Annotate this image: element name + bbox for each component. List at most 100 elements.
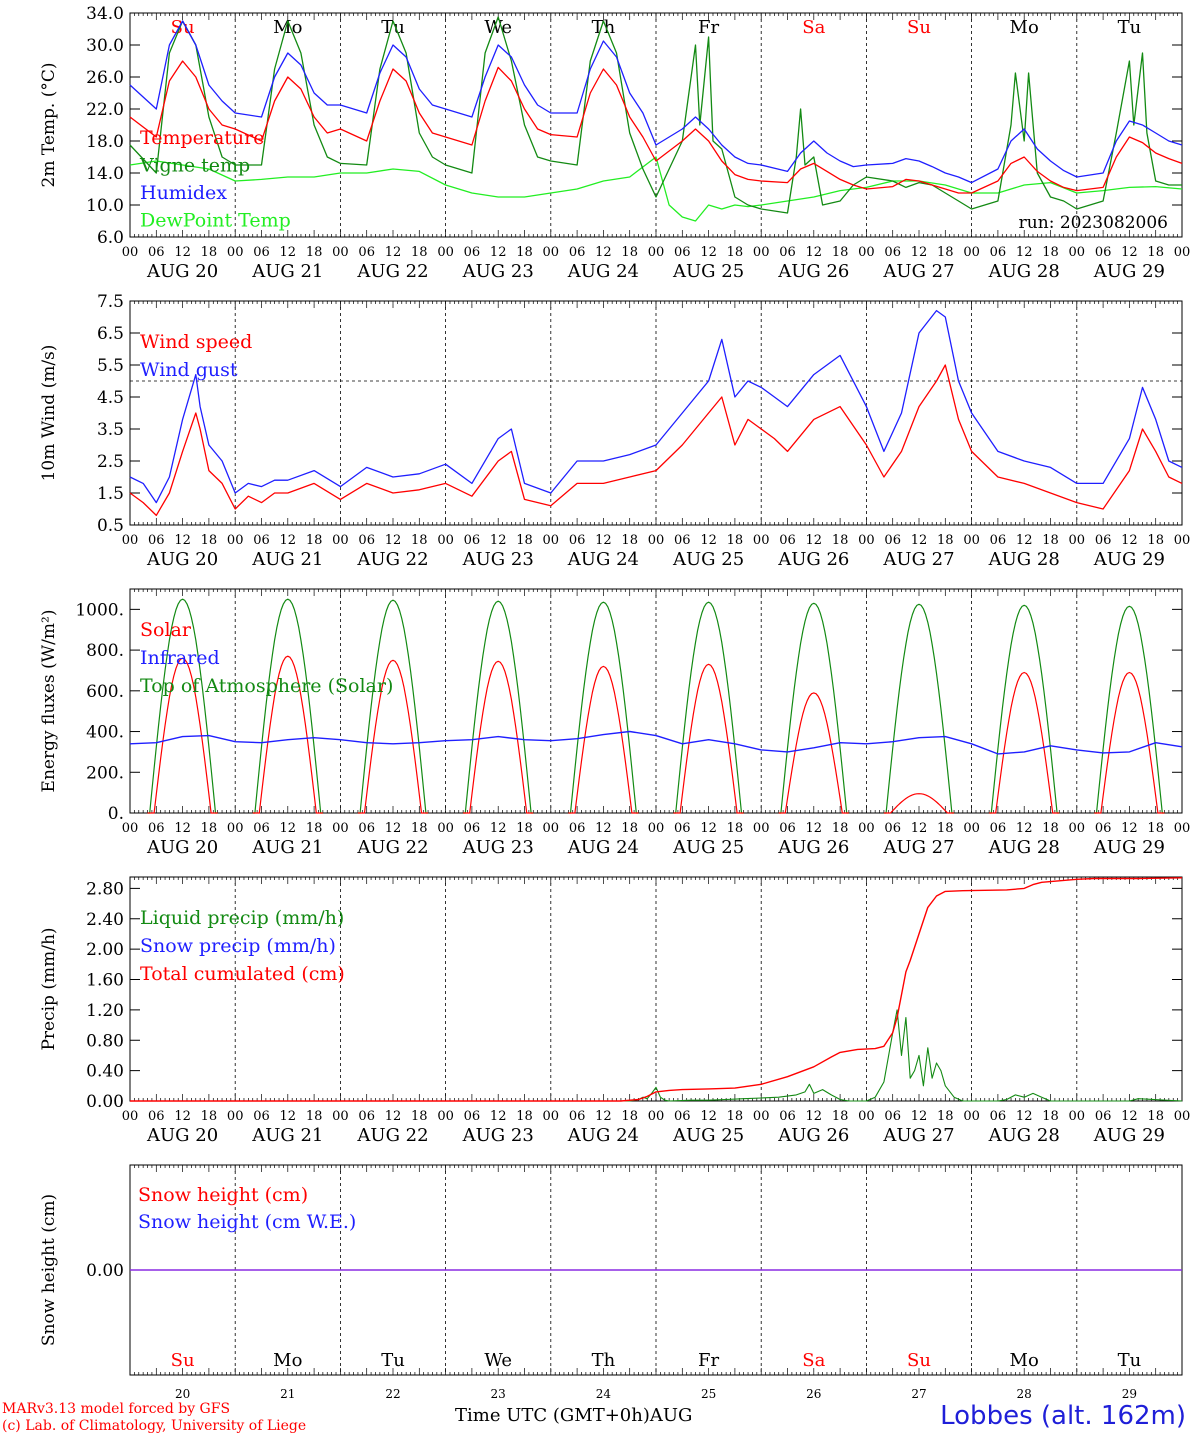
- wind-date-label: AUG 20: [146, 549, 218, 570]
- temperature-date-label: AUG 21: [251, 261, 323, 282]
- precip-hour-label: 00: [227, 1109, 244, 1124]
- wind-y-tick-label: 7.5: [97, 292, 124, 312]
- energy-hour-label: 00: [122, 821, 139, 836]
- temperature-legend-vigne-temp: Vigne temp: [139, 155, 250, 177]
- energy-hour-label: 00: [227, 821, 244, 836]
- temperature-hour-label: 12: [385, 245, 402, 260]
- temperature-y-tick-label: 14.0: [86, 164, 124, 184]
- precip-hour-label: 06: [990, 1109, 1007, 1124]
- energy-hour-label: 06: [464, 821, 481, 836]
- cumulated-precip-line: [130, 877, 1183, 1102]
- surface-solar-arc: [147, 657, 218, 814]
- wind-hour-label: 18: [411, 533, 428, 548]
- energy-hour-label: 06: [779, 821, 796, 836]
- wind-hour-label: 18: [306, 533, 323, 548]
- wind-hour-label: 18: [937, 533, 954, 548]
- temperature-y-tick-label: 34.0: [86, 4, 124, 24]
- precip-legend-total-cumulated-cm-: Total cumulated (cm): [140, 963, 345, 985]
- wind-panel: 7.5 6.5 5.5 4.5 3.5 2.5 1.5 0.5 10m Wind (m/s) Wi…: [39, 292, 1190, 570]
- surface-solar-arc: [673, 663, 744, 814]
- precip-y-tick-label: 0.40: [86, 1062, 124, 1082]
- wind-date-label: AUG 23: [462, 549, 534, 570]
- snow-day-number: 23: [491, 1387, 506, 1401]
- precip-hour-label: 00: [648, 1109, 665, 1124]
- temperature-hour-label: 12: [174, 245, 191, 260]
- snow-weekday-label: Th: [592, 1350, 616, 1371]
- wind-hour-label: 12: [385, 533, 402, 548]
- precip-hour-label: 00: [963, 1109, 980, 1124]
- month-label: AUG: [649, 1405, 693, 1426]
- surface-solar-arc: [778, 692, 849, 814]
- precip-hour-label: 12: [1016, 1109, 1033, 1124]
- temperature-hour-label: 12: [490, 245, 507, 260]
- precip-hour-label: 12: [280, 1109, 297, 1124]
- temperature-weekday-label: Mo: [273, 17, 302, 38]
- wind-date-label: AUG 29: [1093, 549, 1165, 570]
- precip-hour-label: 18: [516, 1109, 533, 1124]
- precip-hour-label: 06: [148, 1109, 165, 1124]
- temperature-hour-label: 00: [122, 245, 139, 260]
- temperature-hour-label: 06: [674, 245, 691, 260]
- temperature-hour-label: 18: [1042, 245, 1059, 260]
- wind-hour-label: 06: [253, 533, 270, 548]
- energy-date-label: AUG 29: [1093, 837, 1165, 858]
- snow-weekday-label: Su: [907, 1350, 931, 1371]
- snow-weekday-label: Sa: [802, 1350, 825, 1371]
- temperature-hour-label: 12: [1016, 245, 1033, 260]
- energy-hour-label: 18: [621, 821, 638, 836]
- surface-solar-arc: [568, 665, 639, 814]
- toa-solar-arc: [463, 600, 534, 814]
- surface-solar-arc: [883, 793, 955, 814]
- precip-hour-label: 12: [806, 1109, 823, 1124]
- wind-hour-label: 12: [1121, 533, 1138, 548]
- energy-y-tick-label: 0.: [108, 804, 124, 824]
- toa-solar-arc: [778, 602, 849, 814]
- temperature-hour-label: 06: [358, 245, 375, 260]
- wind-y-tick-label: 5.5: [97, 356, 124, 376]
- snow-weekday-label: We: [484, 1350, 512, 1371]
- precip-hour-label: 18: [306, 1109, 323, 1124]
- temperature-weekday-label: Su: [907, 17, 931, 38]
- energy-hour-label: 18: [516, 821, 533, 836]
- wind-date-label: AUG 22: [356, 549, 428, 570]
- energy-date-label: AUG 20: [146, 837, 218, 858]
- energy-hour-label: 00: [648, 821, 665, 836]
- precip-date-label: AUG 25: [672, 1125, 744, 1146]
- wind-date-label: AUG 25: [672, 549, 744, 570]
- precip-hour-label: 00: [753, 1109, 770, 1124]
- energy-hour-label: 12: [806, 821, 823, 836]
- energy-hour-label: 18: [832, 821, 849, 836]
- energy-y-tick-label: 600.: [86, 682, 124, 702]
- time-axis-label: Time UTC (GMT+0h)AUG: [455, 1405, 692, 1426]
- precip-hour-label: 12: [1121, 1109, 1138, 1124]
- temperature-y-axis-label: 2m Temp. (°C): [39, 62, 59, 187]
- temperature-hour-label: 18: [937, 245, 954, 260]
- wind-legend-wind-gust: Wind gust: [140, 359, 238, 381]
- temperature-weekday-label: Su: [171, 17, 195, 38]
- surface-solar-arc: [1094, 671, 1165, 814]
- temperature-hour-label: 12: [700, 245, 717, 260]
- energy-date-label: AUG 21: [251, 837, 323, 858]
- temperature-hour-label: 12: [1121, 245, 1138, 260]
- precip-hour-label: 06: [884, 1109, 901, 1124]
- precip-hour-label: 18: [1042, 1109, 1059, 1124]
- temperature-hour-label: 12: [595, 245, 612, 260]
- precip-y-tick-label: 1.60: [86, 971, 124, 991]
- temperature-hour-label: 18: [621, 245, 638, 260]
- snow-weekday-label: Su: [171, 1350, 195, 1371]
- energy-hour-label: 06: [674, 821, 691, 836]
- snow-y-tick-label: 0.00: [86, 1261, 124, 1281]
- credit-lab: (c) Lab. of Climatology, University of L…: [2, 1418, 307, 1434]
- credit-model: MARv3.13 model forced by GFS: [2, 1401, 231, 1417]
- temperature-weekday-label: Th: [592, 17, 616, 38]
- snow-legend-snow-height-cm-: Snow height (cm): [138, 1184, 308, 1206]
- precip-date-label: AUG 21: [251, 1125, 323, 1146]
- toa-solar-arc: [252, 598, 323, 814]
- wind-legend-wind-speed: Wind speed: [140, 331, 252, 353]
- temperature-series-line: [129, 60, 1183, 194]
- temperature-date-label: AUG 28: [988, 261, 1060, 282]
- energy-hour-label: 00: [858, 821, 875, 836]
- temperature-hour-label: 06: [990, 245, 1007, 260]
- temperature-legend-temperature: Temperature: [140, 127, 264, 149]
- energy-y-tick-label: 800.: [86, 641, 124, 661]
